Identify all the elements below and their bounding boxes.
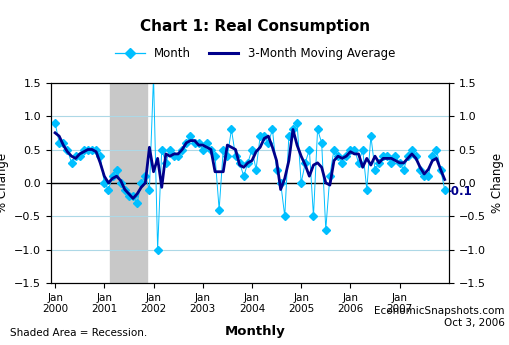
3-Month Moving Average xyxy=(416,165,422,169)
Line: 3-Month Moving Average: 3-Month Moving Average xyxy=(55,129,444,198)
Text: EconomicSnapshots.com
Oct 3, 2006: EconomicSnapshots.com Oct 3, 2006 xyxy=(374,306,504,328)
Text: Chart 1: Real Consumption: Chart 1: Real Consumption xyxy=(139,19,370,34)
3-Month Moving Average xyxy=(224,143,230,147)
Line: Month: Month xyxy=(52,73,446,252)
Month xyxy=(228,127,234,131)
3-Month Moving Average xyxy=(52,131,58,135)
Month xyxy=(150,74,156,78)
3-Month Moving Average xyxy=(441,177,447,181)
Text: Shaded Area = Recession.: Shaded Area = Recession. xyxy=(10,328,147,338)
Month xyxy=(171,154,177,158)
Text: -0.1: -0.1 xyxy=(446,185,471,198)
3-Month Moving Average xyxy=(265,134,271,138)
Y-axis label: % Change: % Change xyxy=(0,153,9,213)
Y-axis label: % Change: % Change xyxy=(490,153,503,213)
Text: 3%: 3% xyxy=(0,344,1,345)
Month xyxy=(105,187,111,191)
Legend: Month, 3-Month Moving Average: Month, 3-Month Moving Average xyxy=(110,42,399,65)
Month xyxy=(269,127,275,131)
Month xyxy=(416,167,422,171)
Bar xyxy=(110,83,147,283)
3-Month Moving Average xyxy=(105,181,111,185)
3-Month Moving Average xyxy=(252,150,259,154)
Text: Monthly: Monthly xyxy=(224,325,285,338)
Month xyxy=(441,187,447,191)
3-Month Moving Average xyxy=(130,196,136,200)
3-Month Moving Average xyxy=(166,154,173,158)
3-Month Moving Average xyxy=(289,127,295,131)
Month xyxy=(154,247,160,252)
Month xyxy=(52,121,58,125)
Month xyxy=(257,134,263,138)
